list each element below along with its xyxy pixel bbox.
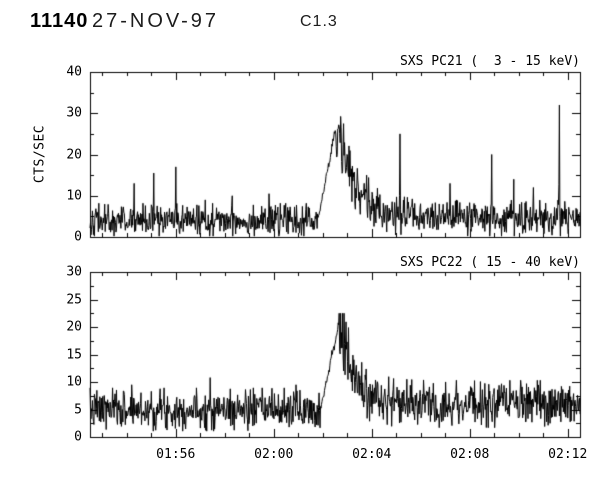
y-tick-label: 15 — [66, 347, 82, 362]
y-tick-label: 25 — [66, 292, 82, 307]
y-tick-label: 20 — [66, 319, 82, 335]
panel2-title: SXS PC22 ( 15 - 40 keV) — [399, 255, 580, 270]
x-tick-label: 01:56 — [156, 447, 196, 462]
x-tick-label: 02:12 — [548, 447, 588, 462]
y-tick-label: 40 — [66, 64, 82, 80]
flare-class: C1.3 — [300, 13, 338, 30]
y-tick-label: 10 — [66, 188, 82, 204]
x-tick-label: 02:00 — [254, 447, 294, 462]
y-tick-label: 30 — [66, 105, 82, 121]
panel1-title: SXS PC21 ( 3 - 15 keV) — [399, 54, 580, 69]
x-tick-label: 02:08 — [450, 447, 490, 462]
event-id: 11140 — [30, 10, 89, 32]
x-tick-label: 02:04 — [352, 447, 392, 462]
y-tick-label: 0 — [74, 229, 82, 245]
y-tick-label: 10 — [66, 374, 82, 390]
y-tick-label: 5 — [74, 402, 82, 417]
observation-date: 27-NOV-97 — [92, 10, 220, 32]
y-tick-label: 0 — [74, 429, 82, 445]
y-tick-label: 20 — [66, 147, 82, 162]
y-tick-label: 30 — [66, 264, 82, 280]
